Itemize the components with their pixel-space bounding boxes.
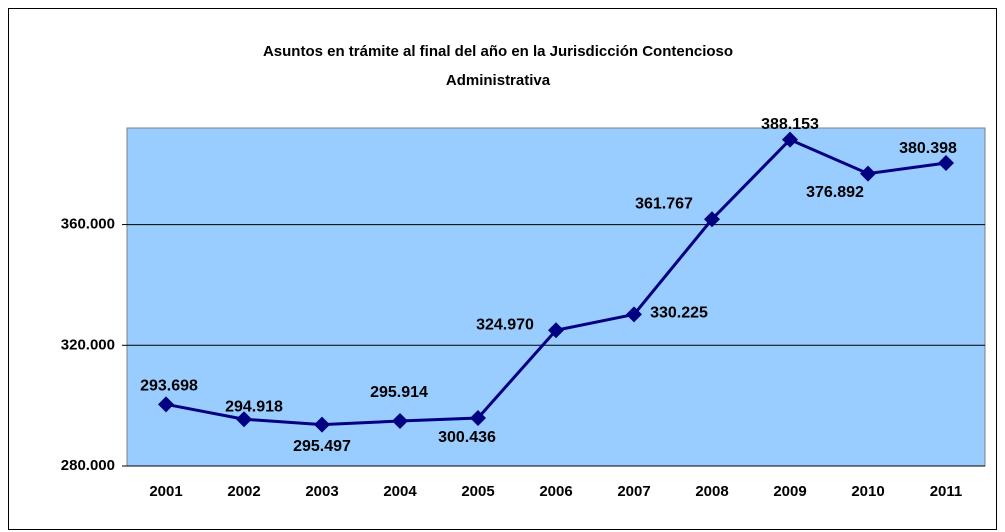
- data-point: [158, 396, 174, 413]
- x-tick-label: 2005: [461, 483, 494, 500]
- y-tick-label: 320.000: [61, 336, 115, 353]
- data-point: [314, 416, 330, 433]
- annotation: 295.914: [370, 384, 428, 401]
- data-point: [470, 409, 486, 426]
- x-tick-label: 2008: [695, 483, 728, 500]
- data-point: [626, 306, 642, 323]
- annotation: 380.398: [899, 140, 957, 157]
- x-tick-label: 2002: [227, 483, 260, 500]
- data-point: [704, 211, 720, 228]
- x-tick-label: 2003: [305, 483, 338, 500]
- x-tick-label: 2009: [773, 483, 806, 500]
- annotation: 295.497: [293, 438, 351, 455]
- annotation: 330.225: [650, 305, 708, 322]
- x-tick-label: 2001: [149, 483, 182, 500]
- chart-title: Administrativa: [446, 72, 551, 89]
- plot-area: [126, 127, 986, 467]
- data-point: [236, 411, 252, 428]
- annotation: 293.698: [140, 378, 198, 395]
- annotation: 388.153: [761, 116, 819, 133]
- annotation: 361.767: [635, 195, 693, 212]
- data-point: [782, 131, 798, 148]
- data-point: [938, 155, 954, 172]
- data-point: [860, 165, 876, 182]
- annotation: 324.970: [476, 317, 534, 334]
- data-point: [392, 412, 408, 429]
- x-tick-label: 2010: [851, 483, 884, 500]
- annotation: 376.892: [806, 184, 864, 201]
- annotation: 294.918: [225, 398, 283, 415]
- x-tick-label: 2006: [539, 483, 572, 500]
- y-tick-label: 360.000: [61, 216, 115, 233]
- annotation: 300.436: [438, 429, 496, 446]
- data-point: [548, 322, 564, 339]
- x-tick-label: 2004: [383, 483, 417, 500]
- x-tick-label: 2007: [617, 483, 650, 500]
- x-tick-label: 2011: [930, 483, 963, 500]
- y-tick-label: 280.000: [61, 457, 115, 474]
- chart-title: Asuntos en trámite al final del año en l…: [263, 43, 733, 60]
